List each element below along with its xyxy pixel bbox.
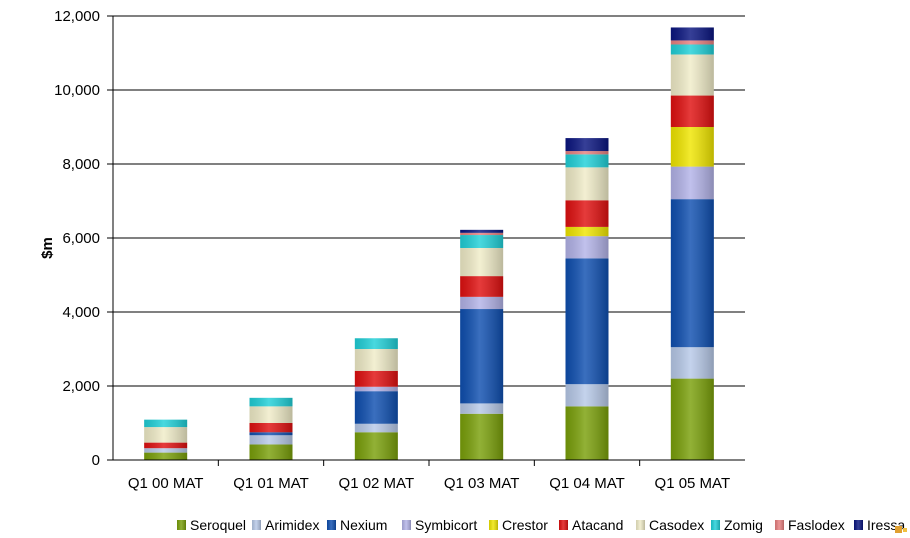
legend-item-casodex: Casodex [636,517,704,533]
gridlines [107,15,745,461]
axes [112,16,745,466]
bar-segment-atacand [460,276,504,297]
x-tick-label: Q1 05 MAT [655,475,731,492]
bar-segment-atacand [354,370,398,387]
legend-label: Faslodex [788,517,845,533]
x-tick-label: Q1 01 MAT [233,475,309,492]
bar-segment-faslodex [460,232,504,236]
x-tick-label: Q1 00 MAT [128,475,204,492]
bar-segment-atacand [144,442,188,449]
legend-item-atacand: Atacand [559,517,623,533]
bar-segment-seroquel [249,444,293,460]
legend-item-faslodex: Faslodex [775,517,845,533]
bar-segment-casodex [565,167,609,201]
bar-segment-zomig [249,397,293,407]
legend-label: Seroquel [190,517,246,533]
x-tick-labels: Q1 00 MAT Q1 01 MAT Q1 02 MAT Q1 03 MAT Q1 0… [128,475,730,492]
bar-segment-arimidex [249,435,293,445]
legend-label: Arimidex [265,517,319,533]
bar-segment-zomig [670,44,714,55]
bar-segment-zomig [565,154,609,168]
legend-item-zomig: Zomig [711,517,763,533]
bar-segment-casodex [354,349,398,371]
bar-segment-seroquel [670,378,714,460]
bar-segment-seroquel [354,432,398,460]
bar-segment-faslodex [565,151,609,155]
y-tick-label: 10,000 [54,82,100,99]
bar-segment-seroquel [144,452,188,460]
bar-segment-casodex [670,54,714,96]
legend-item-symbicort: Symbicort [402,517,477,533]
legend-label: Symbicort [415,517,477,533]
bar-segment-atacand [670,95,714,127]
bar-segment-atacand [249,423,293,433]
bar-segment-symbicort [460,296,504,310]
y-axis-title: $m [39,237,56,259]
bar-segment-crestor [670,127,714,167]
legend-label: Zomig [724,517,763,533]
legend-label: Crestor [502,517,548,533]
bar-segment-casodex [249,406,293,423]
bar-segment-nexium [565,258,609,385]
bar-segment-iressa [460,229,504,233]
y-tick-label: 2,000 [62,378,100,395]
bar-segment-iressa [670,27,714,41]
bar-segment-zomig [354,338,398,349]
bar-segment-atacand [565,200,609,227]
bar-segment-symbicort [354,386,398,392]
x-tick-label: Q1 04 MAT [549,475,625,492]
bar-segment-zomig [460,235,504,248]
bar-segment-arimidex [460,403,504,414]
bar-segment-seroquel [565,406,609,460]
bar-segment-nexium [460,309,504,404]
bar-segment-arimidex [670,347,714,379]
bar-segment-zomig [144,419,188,428]
legend-label: Atacand [572,517,623,533]
bar-segment-seroquel [460,413,504,460]
bar-segment-symbicort [670,166,714,200]
bar-segment-arimidex [565,384,609,407]
chart-resize-icon [895,526,907,533]
y-tick-labels: 0 2,000 4,000 6,000 8,000 10,000 12,000 [54,8,100,469]
y-tick-label: 6,000 [62,230,100,247]
bar-segment-nexium [670,199,714,348]
legend-item-arimidex: Arimidex [252,517,319,533]
y-tick-label: 12,000 [54,8,100,25]
bar-segment-casodex [460,247,504,277]
y-tick-label: 8,000 [62,156,100,173]
bar-segment-symbicort [565,236,609,259]
bar-segment-faslodex [670,40,714,45]
legend: Seroquel Arimidex Nexium Symbicort Crestor At… [177,517,905,533]
legend-label: Casodex [649,517,704,533]
legend-label: Nexium [340,517,387,533]
bar-segment-nexium [249,432,293,436]
bars [144,27,714,460]
bar-segment-crestor [565,226,609,237]
legend-item-crestor: Crestor [489,517,548,533]
legend-item-nexium: Nexium [327,517,387,533]
bar-segment-arimidex [144,448,188,453]
legend-item-seroquel: Seroquel [177,517,246,533]
bar-segment-nexium [354,391,398,424]
bar-segment-iressa [565,138,609,152]
x-tick-label: Q1 03 MAT [444,475,520,492]
bar-segment-arimidex [354,423,398,433]
x-tick-label: Q1 02 MAT [339,475,415,492]
bar-segment-casodex [144,427,188,443]
y-tick-label: 0 [92,452,100,469]
y-tick-label: 4,000 [62,304,100,321]
